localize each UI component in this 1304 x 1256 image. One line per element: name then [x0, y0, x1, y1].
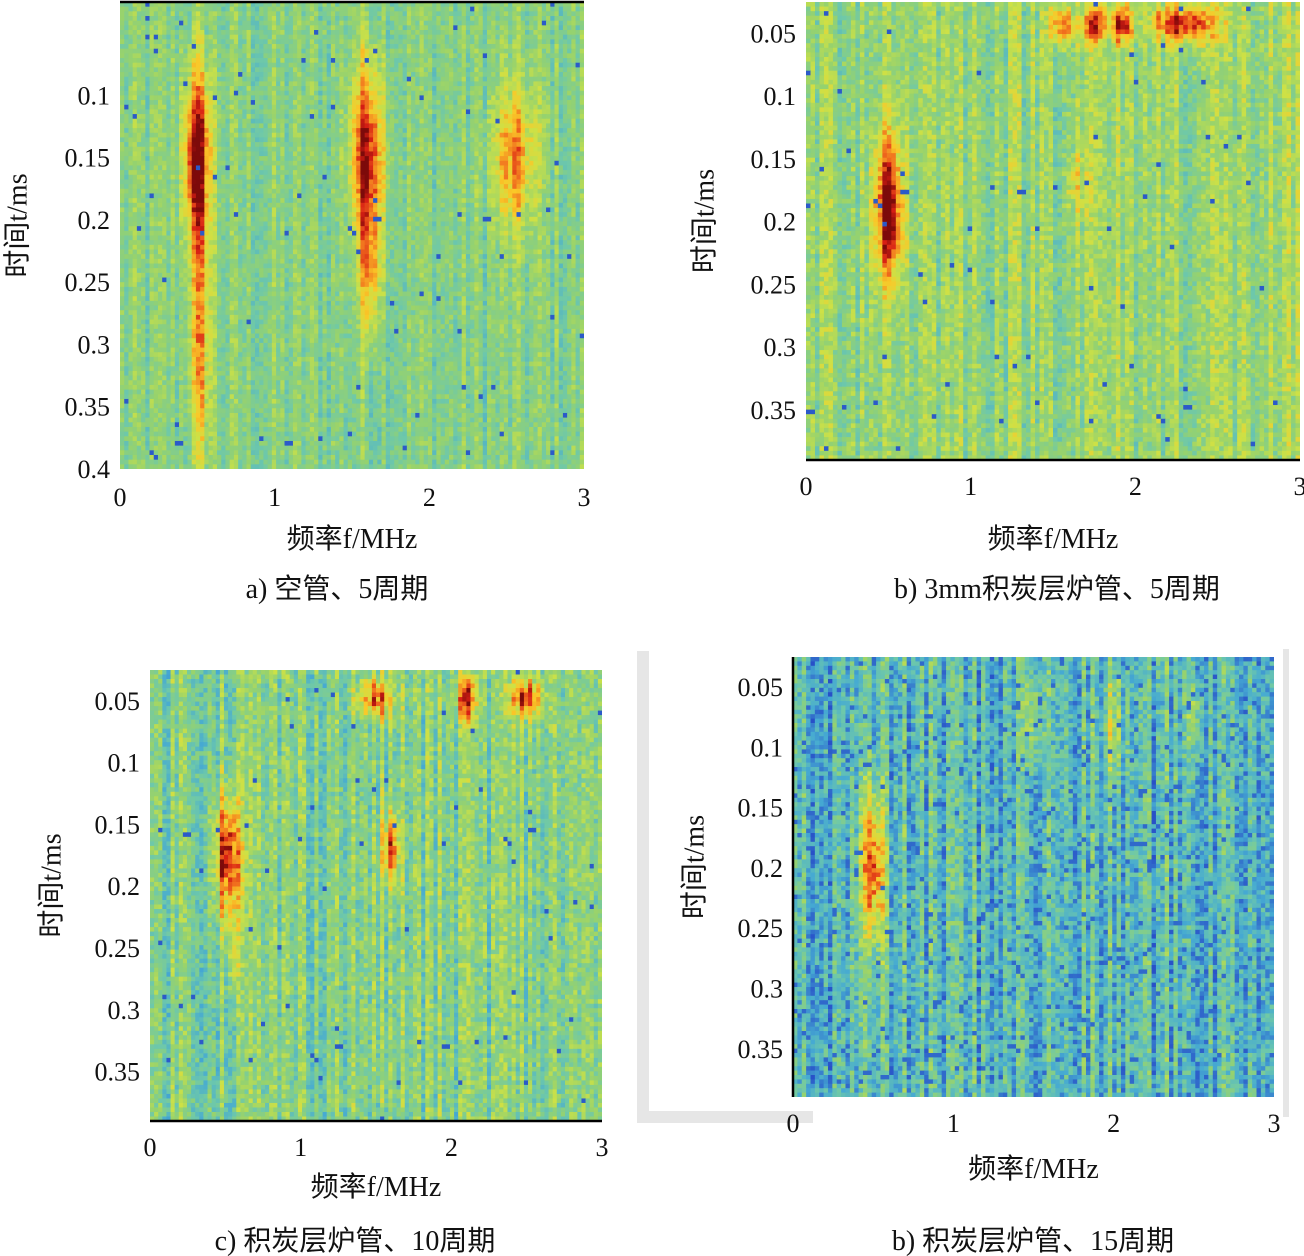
panel-1: 0.1 0.15 0.2 0.25 0.3 0.35 0.40 1 2 3 频率f/MHz 时间t/m…	[2, 0, 591, 605]
x-tick-label: 2	[1107, 1109, 1120, 1138]
y-tick-label: 0.2	[108, 872, 141, 901]
y-tick-label: 0.1	[78, 81, 111, 110]
x-tick-label: 0	[787, 1109, 800, 1138]
x-tick-label: 2	[445, 1133, 458, 1162]
panel-2: 0.05 0.1 0.15 0.2 0.25 0.3 0.35 0 1 2 3 频率f/MHz 时间t/…	[689, 2, 1304, 605]
y-axis-label: 时间t/ms	[36, 833, 68, 937]
panel-3: 0.05 0.1 0.15 0.2 0.25 0.3 0.35 0 1 2 3 频率f/MHz 时间t/…	[36, 670, 609, 1256]
heatmap-image	[150, 670, 602, 1121]
y-tick-label: 0.15	[751, 145, 797, 174]
y-tick-label: 0.3	[108, 996, 141, 1025]
x-axis-label: 频率f/MHz	[988, 523, 1119, 555]
x-tick-label: 2	[1129, 472, 1142, 501]
y-tick-label: 0.15	[65, 144, 111, 173]
y-tick-label: 0.4	[78, 455, 111, 484]
y-tick-label: 0.35	[65, 393, 111, 422]
x-axis-label: 频率f/MHz	[968, 1153, 1099, 1185]
x-tick-label: 1	[268, 483, 281, 512]
x-tick-label: 0	[144, 1133, 157, 1162]
y-tick-label: 0.2	[764, 208, 797, 237]
y-tick-label: 0.2	[751, 854, 784, 883]
panel-4: 0.05 0.1 0.15 0.2 0.25 0.3 0.35 0 1 2 3 频率f/MHz 时间t/…	[637, 649, 1289, 1256]
y-tick-label: 0.3	[751, 975, 784, 1004]
x-tick-label: 0	[800, 472, 813, 501]
x-axis-label: 频率f/MHz	[287, 523, 418, 555]
x-tick-label: 3	[1294, 472, 1304, 501]
x-tick-label: 0	[114, 483, 127, 512]
y-axis-label: 时间t/ms	[2, 173, 34, 277]
y-tick-label: 0.25	[738, 914, 784, 943]
y-tick-label: 0.35	[738, 1035, 784, 1064]
heatmap-image	[793, 657, 1274, 1097]
y-tick-label: 0.35	[751, 396, 797, 425]
y-tick-label: 0.3	[78, 330, 111, 359]
y-tick-label: 0.35	[95, 1058, 141, 1087]
y-tick-label: 0.25	[751, 270, 797, 299]
x-tick-label: 3	[1268, 1109, 1281, 1138]
y-axis-label: 时间t/ms	[689, 169, 721, 273]
y-tick-label: 0.15	[95, 810, 141, 839]
x-tick-label: 3	[578, 483, 591, 512]
y-tick-label: 0.1	[764, 82, 797, 111]
panel-caption: c) 积炭层炉管、10周期	[215, 1225, 496, 1256]
panel-caption: a) 空管、5周期	[246, 573, 429, 605]
y-tick-label: 0.1	[108, 749, 141, 778]
x-tick-label: 1	[964, 472, 977, 501]
y-tick-label: 0.3	[764, 333, 797, 362]
heatmap-image	[120, 2, 584, 469]
y-axis-label: 时间t/ms	[679, 815, 711, 919]
x-tick-label: 2	[423, 483, 436, 512]
panel-caption: b) 积炭层炉管、15周期	[892, 1225, 1174, 1256]
y-tick-label: 0.25	[95, 934, 141, 963]
y-tick-label: 0.2	[78, 206, 111, 235]
y-tick-label: 0.15	[738, 794, 784, 823]
heatmap-image	[806, 2, 1300, 460]
y-tick-label: 0.05	[751, 19, 797, 48]
panel-frame	[637, 651, 813, 1123]
y-tick-label: 0.05	[738, 673, 784, 702]
panel-caption: b) 3mm积炭层炉管、5周期	[894, 573, 1220, 605]
x-tick-label: 1	[947, 1109, 960, 1138]
x-tick-label: 3	[596, 1133, 609, 1162]
x-axis-label: 频率f/MHz	[311, 1171, 442, 1203]
x-tick-label: 1	[294, 1133, 307, 1162]
y-tick-label: 0.25	[65, 268, 111, 297]
y-tick-label: 0.1	[751, 733, 784, 762]
y-tick-label: 0.05	[95, 687, 141, 716]
